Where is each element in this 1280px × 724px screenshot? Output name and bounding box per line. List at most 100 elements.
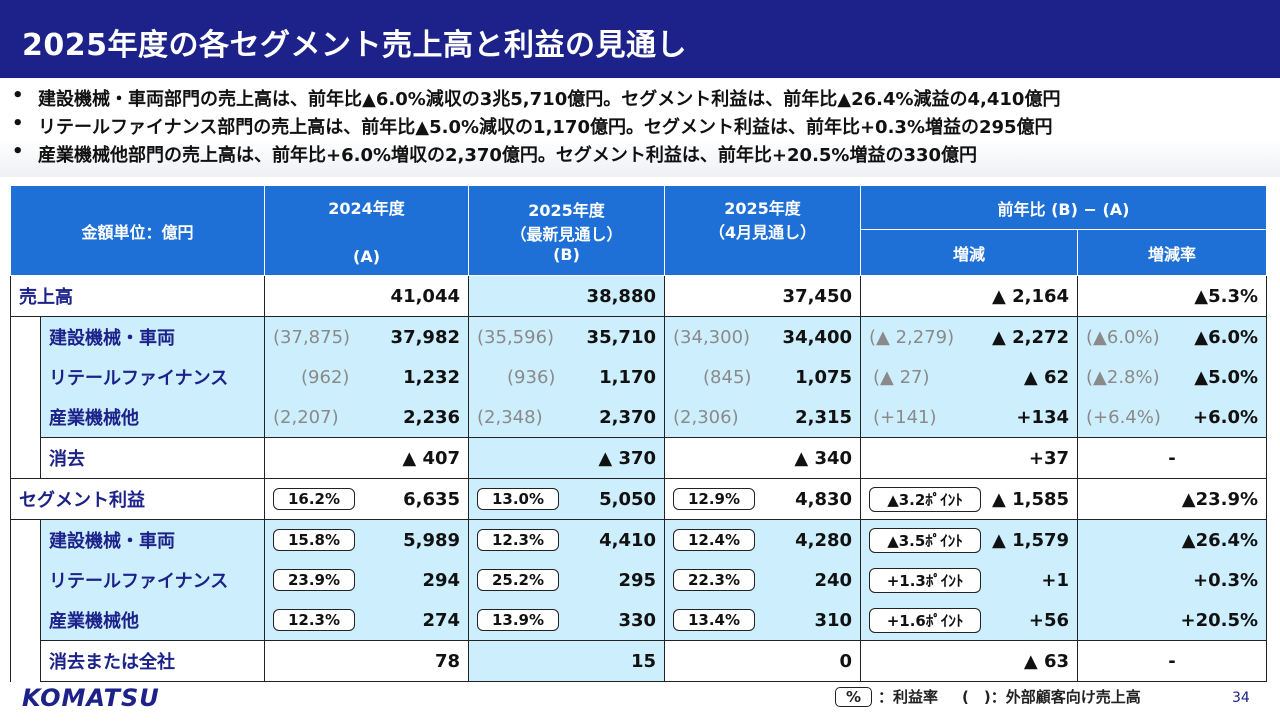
value-a: 1,232 <box>403 366 461 388</box>
indent-cell <box>10 519 41 682</box>
value-a: 78 <box>264 640 470 682</box>
legend-paren-label: ( )：外部顧客向け売上高 <box>962 688 1141 706</box>
value-change: ▲ 1,579 <box>991 529 1070 551</box>
value-b: 15 <box>468 640 666 682</box>
row-label: セグメント利益 <box>9 478 266 520</box>
value-rate: +20.5% <box>1077 600 1268 641</box>
value-b: 2,370 <box>599 406 657 428</box>
value-change: +56 <box>1028 609 1070 631</box>
table-row: 建設機械・車両 15.8% 5,989 12.3% 4,410 12.4% 4,280… <box>10 519 1268 682</box>
table-row: リテールファイナンス 23.9% 294 25.2% 295 22.3% 240 +1… <box>11 560 1268 600</box>
value-rate: +6.0% <box>1193 406 1259 428</box>
margin-change-badge: +1.6ﾎﾟｲﾝﾄ <box>869 607 982 633</box>
value-rate: +0.3% <box>1077 560 1268 600</box>
margin-badge: 25.2% <box>477 569 560 591</box>
value-a: 2,236 <box>403 406 461 428</box>
profit-elimination-row: 消去または全社 78 15 0 ▲ 63 - <box>11 640 1268 682</box>
sales-total-row: 売上高 41,044 38,880 37,450 ▲ 2,164 ▲5.3% <box>9 275 1268 317</box>
page-number: 34 <box>1232 690 1250 706</box>
value-change: +134 <box>1016 406 1070 428</box>
bullet-industrial: 産業機械他部門の売上高は、前年比+6.0%増収の2,370億円。セグメント利益は… <box>0 141 1280 167</box>
table-row: 建設機械・車両 (37,875) 37,982 (35,596) 35,710 (3… <box>10 316 1268 479</box>
value-change: ▲ 1,585 <box>991 488 1070 510</box>
header-unit: 金額単位：億円 <box>9 185 266 276</box>
segment-table: 金額単位：億円 2024年度 (A) 2025年度 （最新見通し） (B) 20… <box>9 185 1268 682</box>
value-change: ▲ 63 <box>860 640 1079 682</box>
value-c: 34,400 <box>782 326 853 348</box>
margin-badge: 12.3% <box>273 609 356 631</box>
header-2025-latest: 2025年度 （最新見通し） (B) <box>468 185 666 276</box>
margin-badge: 12.9% <box>673 488 756 510</box>
margin-badge: 13.4% <box>673 609 756 631</box>
value-change: ▲ 2,164 <box>860 275 1079 317</box>
ext-value: (34,300) <box>673 326 751 348</box>
ext-value: (+141) <box>873 406 937 428</box>
value-c: 310 <box>814 609 853 631</box>
row-label: 消去または全社 <box>39 640 266 682</box>
margin-badge: 22.3% <box>673 569 756 591</box>
margin-change-badge: +1.3ﾎﾟｲﾝﾄ <box>869 567 982 593</box>
ext-value: (▲ 2,279) <box>869 326 955 348</box>
value-rate: ▲6.0% <box>1194 326 1259 348</box>
value-a: 41,044 <box>264 275 470 317</box>
margin-change-badge: ▲3.5ﾎﾟｲﾝﾄ <box>869 527 982 553</box>
profit-total-row: セグメント利益 16.2% 6,635 13.0% 5,050 12.9% 4,830… <box>9 478 1268 520</box>
value-c: 1,075 <box>795 366 853 388</box>
value-c: 2,315 <box>795 406 853 428</box>
ext-value: (▲6.0%) <box>1086 326 1160 348</box>
indent-cell <box>10 316 41 479</box>
row-label: 建設機械・車両 <box>39 316 266 357</box>
value-change: +1 <box>1041 569 1070 591</box>
value-rate: ▲23.9% <box>1077 478 1268 520</box>
bullet-retail-finance: リテールファイナンス部門の売上高は、前年比▲5.0%減収の1,170億円。セグメ… <box>0 113 1280 139</box>
value-a: 6,635 <box>403 488 461 510</box>
value-c: 4,280 <box>795 529 853 551</box>
value-rate: - <box>1077 640 1268 682</box>
value-b: 330 <box>618 609 657 631</box>
header-change: 増減 <box>860 229 1079 276</box>
value-b: 295 <box>618 569 657 591</box>
margin-badge: 12.3% <box>477 529 560 551</box>
header-change-rate: 増減率 <box>1077 229 1268 276</box>
row-label: 産業機械他 <box>39 600 266 641</box>
ext-value: (845) <box>703 366 752 388</box>
value-rate: - <box>1077 437 1268 479</box>
margin-change-badge: ▲3.2ﾎﾟｲﾝﾄ <box>869 486 982 512</box>
margin-badge: 16.2% <box>273 488 356 510</box>
ext-value: (37,875) <box>273 326 351 348</box>
value-rate: ▲5.0% <box>1194 366 1259 388</box>
value-change: ▲ 62 <box>1023 366 1070 388</box>
ext-value: (2,207) <box>273 406 339 428</box>
komatsu-logo: KOMATSU <box>22 684 160 712</box>
value-rate: ▲26.4% <box>1077 519 1268 560</box>
legend-margin-box: % <box>835 686 873 707</box>
ext-value: (962) <box>301 366 350 388</box>
legend-margin-label: ：利益率 <box>878 688 939 706</box>
row-label: 産業機械他 <box>39 397 266 438</box>
value-b: 35,710 <box>586 326 657 348</box>
value-c: 4,830 <box>795 488 853 510</box>
value-b: 1,170 <box>599 366 657 388</box>
row-label: リテールファイナンス <box>39 357 266 397</box>
row-label: 建設機械・車両 <box>39 519 266 560</box>
table-row: 産業機械他 12.3% 274 13.9% 330 13.4% 310 +1.6ﾎﾟｲ… <box>11 600 1268 641</box>
margin-badge: 23.9% <box>273 569 356 591</box>
value-c: 37,450 <box>664 275 862 317</box>
header-yoy: 前年比 (B) − (A) <box>860 185 1268 230</box>
value-b: 5,050 <box>599 488 657 510</box>
margin-badge: 13.0% <box>477 488 560 510</box>
margin-badge: 15.8% <box>273 529 356 551</box>
summary-bullets: 建設機械・車両部門の売上高は、前年比▲6.0%減収の3兆5,710億円。セグメン… <box>0 85 1280 177</box>
header-2024: 2024年度 (A) <box>264 185 470 276</box>
row-label: リテールファイナンス <box>39 560 266 600</box>
row-label: 売上高 <box>9 275 266 317</box>
value-a: 294 <box>422 569 461 591</box>
margin-badge: 13.9% <box>477 609 560 631</box>
value-b: ▲ 370 <box>468 437 666 479</box>
title-bar: 2025年度の各セグメント売上高と利益の見通し <box>0 0 1280 78</box>
value-rate: ▲5.3% <box>1077 275 1268 317</box>
ext-value: (2,348) <box>477 406 543 428</box>
ext-value: (▲ 27) <box>873 366 930 388</box>
margin-badge: 12.4% <box>673 529 756 551</box>
table-row: リテールファイナンス (962) 1,232 (936) 1,170 (845) 1,… <box>11 357 1268 397</box>
